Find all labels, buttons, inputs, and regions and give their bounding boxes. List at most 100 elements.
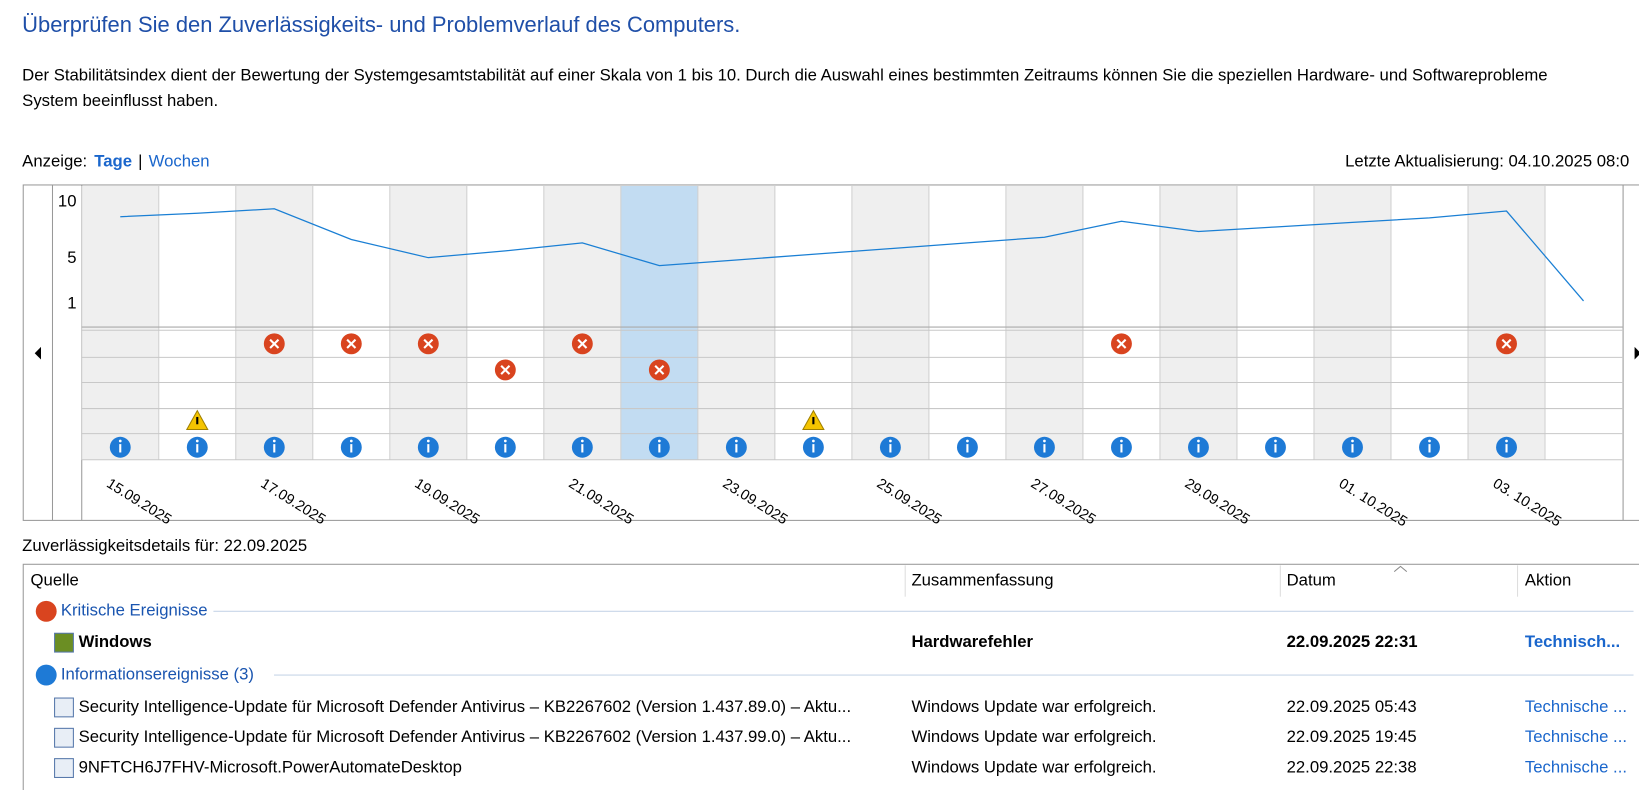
- day-column[interactable]: [697, 186, 775, 460]
- icon-dot: [195, 439, 199, 443]
- view-weeks[interactable]: Wochen: [149, 151, 210, 170]
- warning-icon: [802, 409, 825, 431]
- information-icon: [571, 436, 593, 458]
- icon-dot: [1197, 439, 1200, 443]
- cell: Windows Update war erfolgreich.: [911, 697, 1156, 716]
- action-link[interactable]: Technische ...: [1525, 697, 1627, 716]
- critical-icon: [648, 359, 670, 381]
- day-column[interactable]: [1390, 186, 1469, 460]
- day-column[interactable]: [928, 186, 1006, 460]
- icon-x: [346, 338, 357, 349]
- details-title: Zuverlässigkeitsdetails für: 22.09.2025: [22, 536, 307, 555]
- icon-dot: [1351, 439, 1354, 443]
- information-icon: [263, 436, 285, 458]
- day-column[interactable]: [1313, 186, 1391, 460]
- cell: 22.09.2025 22:31: [1287, 632, 1418, 651]
- column-header[interactable]: Aktion: [1525, 570, 1571, 589]
- icon-x: [1501, 338, 1512, 349]
- information-icon: [340, 436, 362, 458]
- icon-x: [577, 338, 588, 349]
- icon-dot: [735, 439, 738, 443]
- critical-icon: [340, 333, 362, 355]
- view-days[interactable]: Tage: [94, 151, 132, 170]
- icon-dot: [812, 439, 815, 443]
- information-icon: [725, 436, 747, 458]
- action-link[interactable]: Technische ...: [1525, 757, 1627, 776]
- day-column[interactable]: [466, 186, 544, 460]
- icon-mark: [812, 444, 815, 453]
- day-column[interactable]: [1236, 186, 1314, 460]
- information-icon: [109, 436, 131, 458]
- icon-dot: [118, 439, 122, 443]
- icon-dot: [1120, 439, 1123, 443]
- icon-mark: [273, 444, 276, 453]
- cell: Windows Update war erfolgreich.: [911, 757, 1156, 776]
- scroll-left[interactable]: [34, 346, 41, 360]
- y-tick-label: 10: [58, 191, 77, 210]
- group-label: Kritische Ereignisse: [61, 601, 208, 620]
- icon-mark: [581, 444, 584, 453]
- icon-mark: [504, 444, 507, 453]
- icon-dot: [966, 439, 969, 443]
- icon-mark: [812, 416, 815, 425]
- day-column[interactable]: [1005, 186, 1083, 460]
- column-header[interactable]: Zusammenfassung: [911, 570, 1053, 589]
- stability-line: [120, 208, 1585, 302]
- group-label: Informationsereignisse (3): [61, 664, 254, 683]
- column-header[interactable]: Datum: [1287, 570, 1336, 589]
- icon-dot: [272, 439, 276, 443]
- action-link[interactable]: Technisch...: [1525, 632, 1620, 651]
- view-separator: |: [138, 151, 142, 170]
- icon-dot: [580, 439, 584, 443]
- information-icon: [1188, 436, 1209, 458]
- icon-mark: [1120, 444, 1123, 453]
- day-column[interactable]: [1159, 186, 1237, 460]
- information-icon: [802, 436, 824, 458]
- day-column[interactable]: [620, 186, 698, 460]
- information-icon: [956, 436, 978, 458]
- row-icon: [54, 632, 74, 653]
- action-link[interactable]: Technische ...: [1525, 727, 1627, 746]
- icon-mark: [658, 444, 661, 453]
- day-column[interactable]: [543, 186, 621, 460]
- y-tick-label: 5: [67, 248, 76, 267]
- day-column[interactable]: [389, 186, 467, 460]
- critical-icon: [571, 333, 593, 355]
- icon-dot: [503, 439, 507, 443]
- information-icon: [1419, 436, 1440, 458]
- column-header[interactable]: Quelle: [31, 570, 79, 589]
- row-icon: [54, 697, 74, 718]
- information-icon: [1265, 436, 1286, 458]
- information-icon: [186, 436, 208, 458]
- scroll-right[interactable]: [1634, 346, 1639, 360]
- cell: Security Intelligence-Update für Microso…: [79, 697, 852, 716]
- icon-x: [654, 365, 665, 375]
- day-column[interactable]: [312, 186, 390, 460]
- cell: 22.09.2025 19:45: [1287, 727, 1417, 746]
- icon-dot: [1428, 439, 1431, 443]
- icon-dot: [657, 439, 661, 443]
- view-label: Anzeige:: [22, 151, 87, 170]
- cell: 22.09.2025 05:43: [1287, 697, 1417, 716]
- information-icon: [1342, 436, 1363, 458]
- icon-mark: [196, 416, 199, 425]
- day-column[interactable]: [235, 186, 313, 460]
- table-frame: [22, 563, 1639, 790]
- critical-icon: [494, 359, 516, 381]
- day-column[interactable]: [1468, 186, 1546, 460]
- critical-icon: [417, 333, 439, 355]
- information-icon: [879, 436, 901, 458]
- last-update: Letzte Aktualisierung: 04.10.2025 08:0: [1345, 151, 1629, 170]
- y-tick-label: 1: [67, 294, 76, 313]
- day-column[interactable]: [81, 186, 159, 460]
- day-column[interactable]: [851, 186, 929, 460]
- group-icon: [35, 600, 57, 622]
- day-column[interactable]: [1545, 186, 1623, 460]
- day-column[interactable]: [1082, 186, 1160, 460]
- row-icon: [54, 758, 74, 778]
- critical-icon: [1110, 333, 1132, 355]
- icon-x: [423, 338, 434, 349]
- icon-mark: [966, 444, 969, 453]
